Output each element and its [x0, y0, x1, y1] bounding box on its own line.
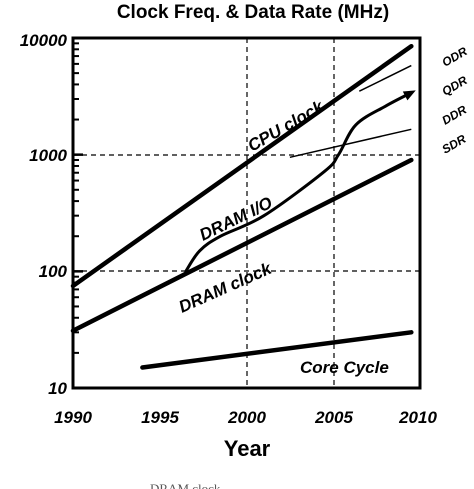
chart-title: Clock Freq. & Data Rate (MHz) [117, 2, 389, 23]
x-tick-label: 1990 [54, 408, 92, 427]
x-tick-label: 1995 [141, 408, 179, 427]
series-core-cycle [140, 330, 414, 370]
x-tick-label: 2000 [227, 408, 266, 427]
y-tick-label: 100 [39, 262, 68, 281]
y-tick-label: 10000 [20, 31, 68, 50]
dram-clock-label: DRAM clock [176, 258, 276, 316]
sdr-label: SDR [440, 132, 469, 157]
y-tick-label: 1000 [29, 146, 67, 165]
series-dram-io [184, 91, 413, 273]
qdr-label: QDR [440, 73, 470, 99]
y-tick-label: 10 [48, 379, 67, 398]
series-cpu-clock [70, 43, 414, 289]
core-cycle-label: Core Cycle [300, 358, 389, 377]
x-tick-label: 2010 [398, 408, 437, 427]
series-dram-clock [70, 157, 414, 333]
plot-frame [71, 36, 422, 390]
ddr-label: DDR [440, 102, 470, 127]
series-sdr [289, 128, 412, 159]
x-tick-label: 2005 [314, 408, 353, 427]
cpu-clock-label: CPU clock [245, 96, 329, 155]
dram-io-arrowhead [402, 90, 416, 101]
series-qdr [358, 64, 412, 92]
odr-label: ODR [440, 44, 470, 70]
x-axis-title: Year [224, 436, 271, 461]
footer-text: DRAM clock [150, 481, 221, 489]
